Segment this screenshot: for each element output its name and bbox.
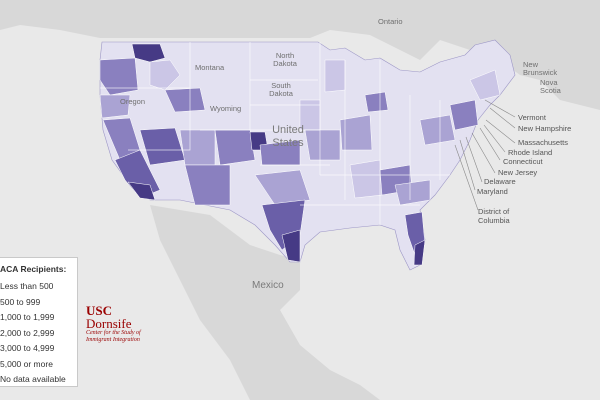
county-region[interactable] (164, 87, 206, 113)
label-north-dakota: North Dakota (273, 51, 297, 68)
county-region[interactable] (99, 94, 131, 119)
label-nova-scotia: Nova Scotia (540, 78, 561, 95)
county-regions (99, 43, 501, 266)
label-ontario: Ontario (378, 17, 403, 26)
legend-item: 2,000 to 2,999 (0, 327, 54, 339)
label-oregon: Oregon (120, 97, 146, 106)
legend-item-label: No data available (0, 374, 66, 384)
dornsife-wordmark: Dornsife (86, 316, 132, 331)
legend-item: 5,000 or more (0, 358, 53, 370)
label-connecticut: Connecticut (503, 157, 543, 166)
legend-item-label: Less than 500 (0, 281, 54, 291)
label-vermont: Vermont (518, 113, 546, 122)
label-united-states: United States (272, 124, 304, 149)
usc-wordmark: USC (86, 303, 113, 318)
state-borders (100, 42, 450, 225)
legend-item-label: 1,000 to 1,999 (0, 312, 55, 322)
county-region[interactable] (184, 164, 231, 206)
land-mass-mexico (150, 205, 380, 400)
county-region[interactable] (99, 57, 139, 96)
label-district-of-columbia: District of Columbia (478, 207, 510, 225)
county-region[interactable] (131, 43, 166, 63)
legend-item-label: 5,000 or more (0, 358, 53, 369)
legend-item: Less than 500 (0, 280, 53, 292)
label-new-hampshire: New Hampshire (518, 124, 572, 133)
center-name-line1: Center for the Study of (86, 330, 141, 336)
legend-item: No data available (0, 373, 66, 385)
legend-item: 500 to 999 (0, 296, 40, 308)
county-region[interactable] (413, 239, 426, 266)
county-region[interactable] (339, 114, 373, 151)
label-wyoming: Wyoming (210, 104, 242, 113)
county-region[interactable] (281, 229, 301, 263)
county-region[interactable] (149, 59, 181, 91)
land-mass-canada (0, 0, 600, 110)
center-name-line2: Immigrant Integration (86, 337, 140, 343)
county-region[interactable] (469, 69, 501, 101)
legend-item-label: 2,000 to 2,999 (0, 327, 55, 338)
label-montana: Montana (195, 63, 225, 72)
label-mexico: Mexico (252, 280, 284, 291)
legend-item: 3,000 to 4,999 (0, 342, 54, 354)
legend-item-label: 3,000 to 4,999 (0, 343, 55, 353)
county-region[interactable] (127, 181, 156, 201)
county-region[interactable] (394, 179, 431, 206)
legend-item: 1,000 to 1,999 (0, 311, 54, 323)
label-massachusetts: Massachusetts (518, 138, 569, 147)
label-rhode-island: Rhode Island (508, 148, 553, 157)
legend-item-label: 500 to 999 (0, 296, 41, 307)
map-legend: ACA Recipients: Less than 500 500 to 999 1… (0, 257, 78, 387)
usc-dornsife-logo: USC Dornsife Center for the Study of Imm… (86, 303, 166, 344)
label-delaware: Delaware (484, 177, 516, 186)
county-region[interactable] (364, 91, 389, 113)
legend-title: ACA Recipients: (0, 264, 67, 274)
county-region[interactable] (449, 99, 479, 131)
label-maryland: Maryland (477, 187, 508, 196)
county-region[interactable] (254, 169, 311, 206)
label-new-jersey: New Jersey (498, 168, 538, 177)
label-south-dakota: South Dakota (269, 81, 293, 98)
label-new-brunswick: New Brunswick (523, 60, 558, 77)
county-region[interactable] (304, 129, 341, 161)
